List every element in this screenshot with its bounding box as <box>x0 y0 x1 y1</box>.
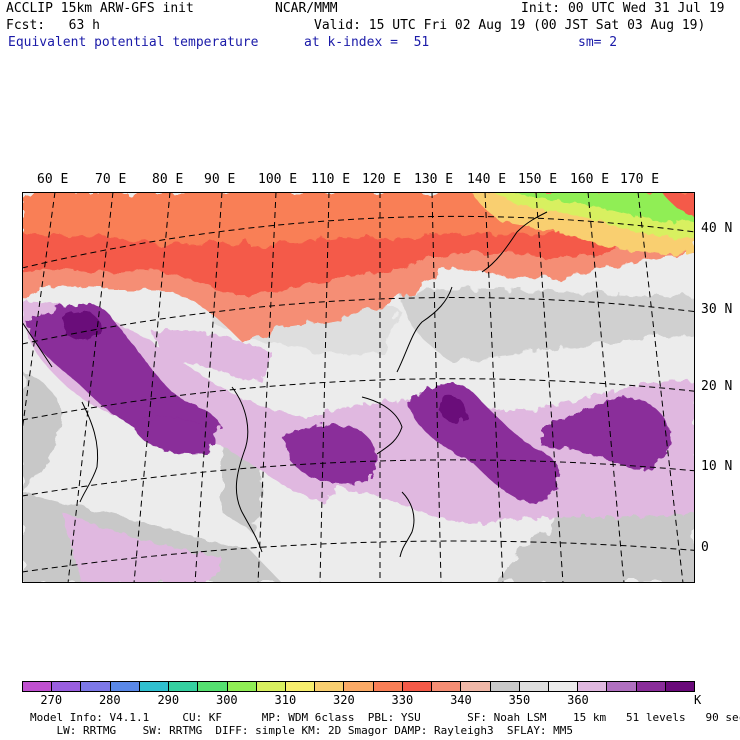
colorbar-swatch <box>461 682 491 691</box>
latitude-label: 0 <box>701 540 709 555</box>
smoothing: sm= 2 <box>578 35 618 50</box>
colorbar-tick-label: 300 <box>215 693 238 707</box>
northeast-cool-region <box>472 192 695 254</box>
model-info-line1: Model Info: V4.1.1 CU: KF MP: WDM 6class… <box>30 711 740 724</box>
colorbar-tick-label: 340 <box>450 693 472 707</box>
latitude-label: 10 N <box>701 459 733 474</box>
latitude-label: 40 N <box>701 221 733 236</box>
colorbar-tick-label: 330 <box>391 693 414 707</box>
parallel-line <box>22 297 695 345</box>
init-time: Init: 00 UTC Wed 31 Jul 19 <box>521 1 725 16</box>
colorbar-tick-label: 350 <box>508 693 531 707</box>
colorbar-swatch <box>256 682 286 691</box>
colorbar-swatch <box>315 682 345 691</box>
longitude-label: 110 E <box>311 172 351 187</box>
longitude-label: 60 E <box>37 172 69 187</box>
colorbar-swatch <box>402 682 433 691</box>
valid-time: Valid: 15 UTC Fri 02 Aug 19 (00 JST Sat … <box>314 18 706 33</box>
colorbar-swatch <box>548 682 579 691</box>
colorbar <box>22 681 695 692</box>
longitude-label: 130 E <box>414 172 454 187</box>
longitude-label: 90 E <box>204 172 236 187</box>
meridian-line <box>637 192 684 583</box>
longitude-label: 120 E <box>362 172 402 187</box>
colorbar-swatch <box>285 682 316 691</box>
model-title: ACCLIP 15km ARW-GFS init <box>6 1 194 16</box>
colorbar-swatch <box>578 682 608 691</box>
latitude-label: 30 N <box>701 302 733 317</box>
meridian-line <box>133 192 171 583</box>
level-index: at k-index = 51 <box>304 35 430 50</box>
dark-purple-regions <box>27 303 672 503</box>
meridian-line <box>484 192 504 583</box>
colorbar-swatch <box>139 682 170 691</box>
field-name: Equivalent potential temperature <box>8 35 259 50</box>
forecast-hour: Fcst: 63 h <box>6 18 100 33</box>
colorbar-swatch <box>636 682 666 691</box>
organization: NCAR/MMM <box>275 1 338 16</box>
colorbar-swatch <box>52 682 82 691</box>
colorbar-unit: K <box>694 693 702 707</box>
colorbar-swatch <box>519 682 549 691</box>
colorbar-swatch <box>169 682 199 691</box>
meridian-line <box>22 192 56 435</box>
meridian-line <box>431 192 442 583</box>
colorbar-swatch <box>607 682 637 691</box>
colorbar-tick-label: 280 <box>98 693 121 707</box>
map-frame <box>22 192 695 583</box>
latitude-label: 20 N <box>701 379 733 394</box>
colorbar-swatch <box>110 682 140 691</box>
longitude-label: 150 E <box>518 172 558 187</box>
longitude-label: 80 E <box>152 172 184 187</box>
colorbar-swatch <box>198 682 228 691</box>
colorbar-swatch <box>227 682 257 691</box>
colorbar-swatch <box>665 682 695 691</box>
colorbar-tick-label: 270 <box>40 693 63 707</box>
colorbar-tick-label: 310 <box>274 693 297 707</box>
colorbar-tick-label: 360 <box>567 693 589 707</box>
colorbar-tick-label: 320 <box>333 693 355 707</box>
colorbar-swatch <box>432 682 462 691</box>
meridian-line <box>587 192 625 583</box>
equivalent-potential-temperature-map <box>22 192 695 583</box>
graticule <box>22 192 695 583</box>
meridian-line <box>67 192 114 583</box>
coastlines <box>22 211 548 558</box>
colorbar-tick-label: 290 <box>157 693 180 707</box>
model-info-line2: LW: RRTMG SW: RRTMG DIFF: simple KM: 2D … <box>30 724 574 737</box>
longitude-label: 70 E <box>95 172 127 187</box>
meridian-line <box>194 192 223 583</box>
colorbar-swatch <box>23 682 53 691</box>
parallel-line <box>22 378 695 421</box>
longitude-label: 160 E <box>570 172 610 187</box>
colorbar-swatch <box>344 682 374 691</box>
meridian-line <box>257 192 277 583</box>
longitude-label: 170 E <box>620 172 660 187</box>
meridian-line <box>319 192 330 583</box>
longitude-label: 100 E <box>258 172 298 187</box>
parallel-line <box>22 215 695 269</box>
colorbar-swatch <box>81 682 111 691</box>
colorbar-swatch <box>490 682 520 691</box>
longitude-label: 140 E <box>467 172 507 187</box>
colorbar-swatch <box>373 682 403 691</box>
meridian-line <box>535 192 564 583</box>
